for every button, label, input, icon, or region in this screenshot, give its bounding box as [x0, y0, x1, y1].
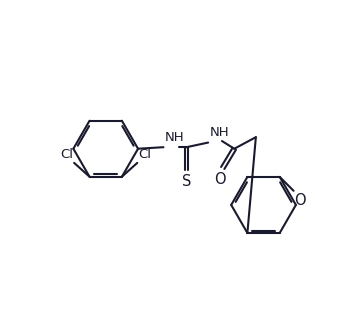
Text: NH: NH — [210, 126, 229, 139]
Text: Cl: Cl — [138, 148, 151, 161]
Text: NH: NH — [165, 131, 185, 144]
Text: O: O — [294, 193, 306, 208]
Text: O: O — [215, 172, 226, 187]
Text: S: S — [182, 174, 191, 189]
Text: Cl: Cl — [61, 148, 73, 161]
